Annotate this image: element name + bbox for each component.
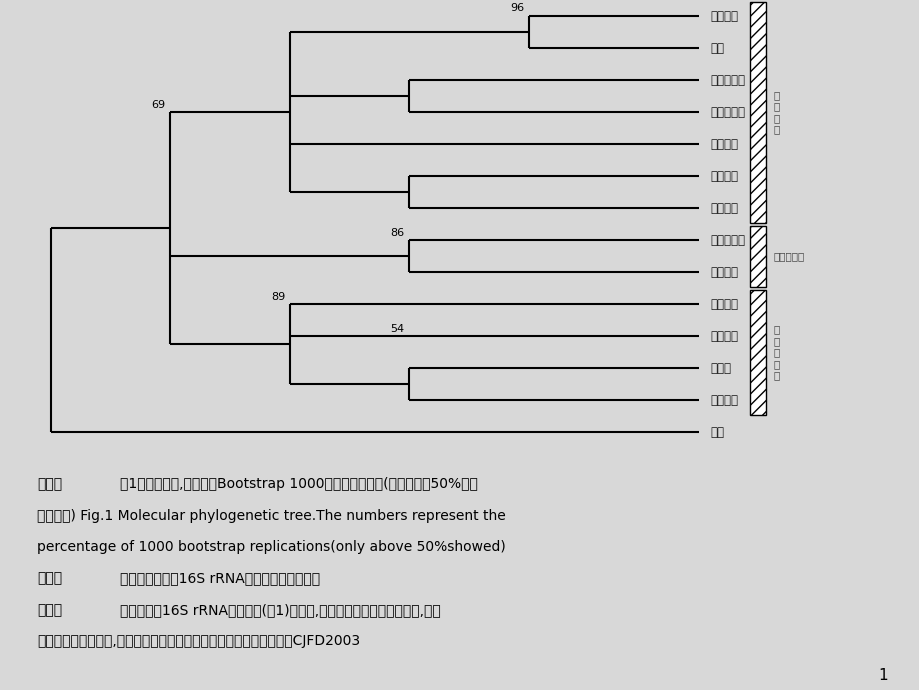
Text: 54: 54 [391, 324, 404, 334]
Text: 无齿蛙亚科: 无齿蛙亚科 [773, 251, 804, 262]
Text: 根据线粒佔16S rRNA序列分析(图1)的结果,目前分布于中国的蛙科种类,可能: 根据线粒佔16S rRNA序列分析(图1)的结果,目前分布于中国的蛙科种类,可能 [119, 603, 440, 617]
Text: 说明：: 说明： [37, 603, 62, 617]
Text: 鱼尾槐蛙: 鱼尾槐蛙 [709, 201, 737, 215]
Text: 分别隶属于三个亚科,而非形态分类中的两个亚科。其中由帆蛙属、螟CJFD2003: 分别隶属于三个亚科,而非形态分类中的两个亚科。其中由帆蛙属、螟CJFD2003 [37, 635, 359, 649]
Text: 69: 69 [152, 99, 165, 110]
Text: percentage of 1000 bootstrap replications(only above 50%showed): percentage of 1000 bootstrap replication… [37, 540, 505, 554]
Text: 图1分子系统树,枝上显示Bootstrap 1000个循环的置信度(只显示在是50%以上: 图1分子系统树,枝上显示Bootstrap 1000个循环的置信度(只显示在是5… [119, 477, 477, 491]
Text: 中国蛙科线粒佔16S rRNA序列变异及系统发育: 中国蛙科线粒佔16S rRNA序列变异及系统发育 [119, 571, 320, 586]
Text: 86: 86 [391, 228, 404, 237]
Text: 短精矛蛙: 短精矛蛙 [709, 10, 737, 23]
Bar [749, 290, 766, 415]
Text: 三角帆蛙: 三角帆蛙 [709, 298, 737, 310]
Text: 背眐丽蛙: 背眐丽蛙 [709, 330, 737, 343]
Text: 高顶鳞皮蛙: 高顶鳞皮蛙 [709, 106, 744, 119]
Text: 标题：: 标题： [37, 477, 62, 491]
Text: 珠
蛙
亚
科: 珠 蛙 亚 科 [773, 90, 779, 135]
Text: 篇名：: 篇名： [37, 571, 62, 586]
Text: 89: 89 [271, 292, 285, 302]
Text: 96: 96 [510, 3, 524, 14]
Text: 椭纹冠蛙: 椭纹冠蛙 [709, 266, 737, 279]
Text: 卵形尖尽: 卵形尖尽 [709, 138, 737, 150]
Text: 1: 1 [878, 668, 887, 682]
Text: 射线裂背蛙: 射线裂背蛙 [709, 74, 744, 86]
Bar [749, 1, 766, 223]
Text: 尖匀蛙: 尖匀蛙 [709, 362, 731, 375]
Text: 橄榄尖蛙: 橄榄尖蛙 [709, 394, 737, 407]
Text: 圆顶珠蛙: 圆顶珠蛙 [709, 170, 737, 183]
Text: 小
方
蛙
亚
科: 小 方 蛙 亚 科 [773, 324, 779, 381]
Bar [749, 226, 766, 287]
Text: 贽贝: 贽贝 [709, 426, 723, 439]
Text: 背角无齿蛙: 背角无齿蛙 [709, 234, 744, 247]
Text: 扭蛙: 扭蛙 [709, 41, 723, 55]
Text: 的置信度) Fig.1 Molecular phylogenetic tree.The numbers represent the: 的置信度) Fig.1 Molecular phylogenetic tree.… [37, 509, 505, 523]
